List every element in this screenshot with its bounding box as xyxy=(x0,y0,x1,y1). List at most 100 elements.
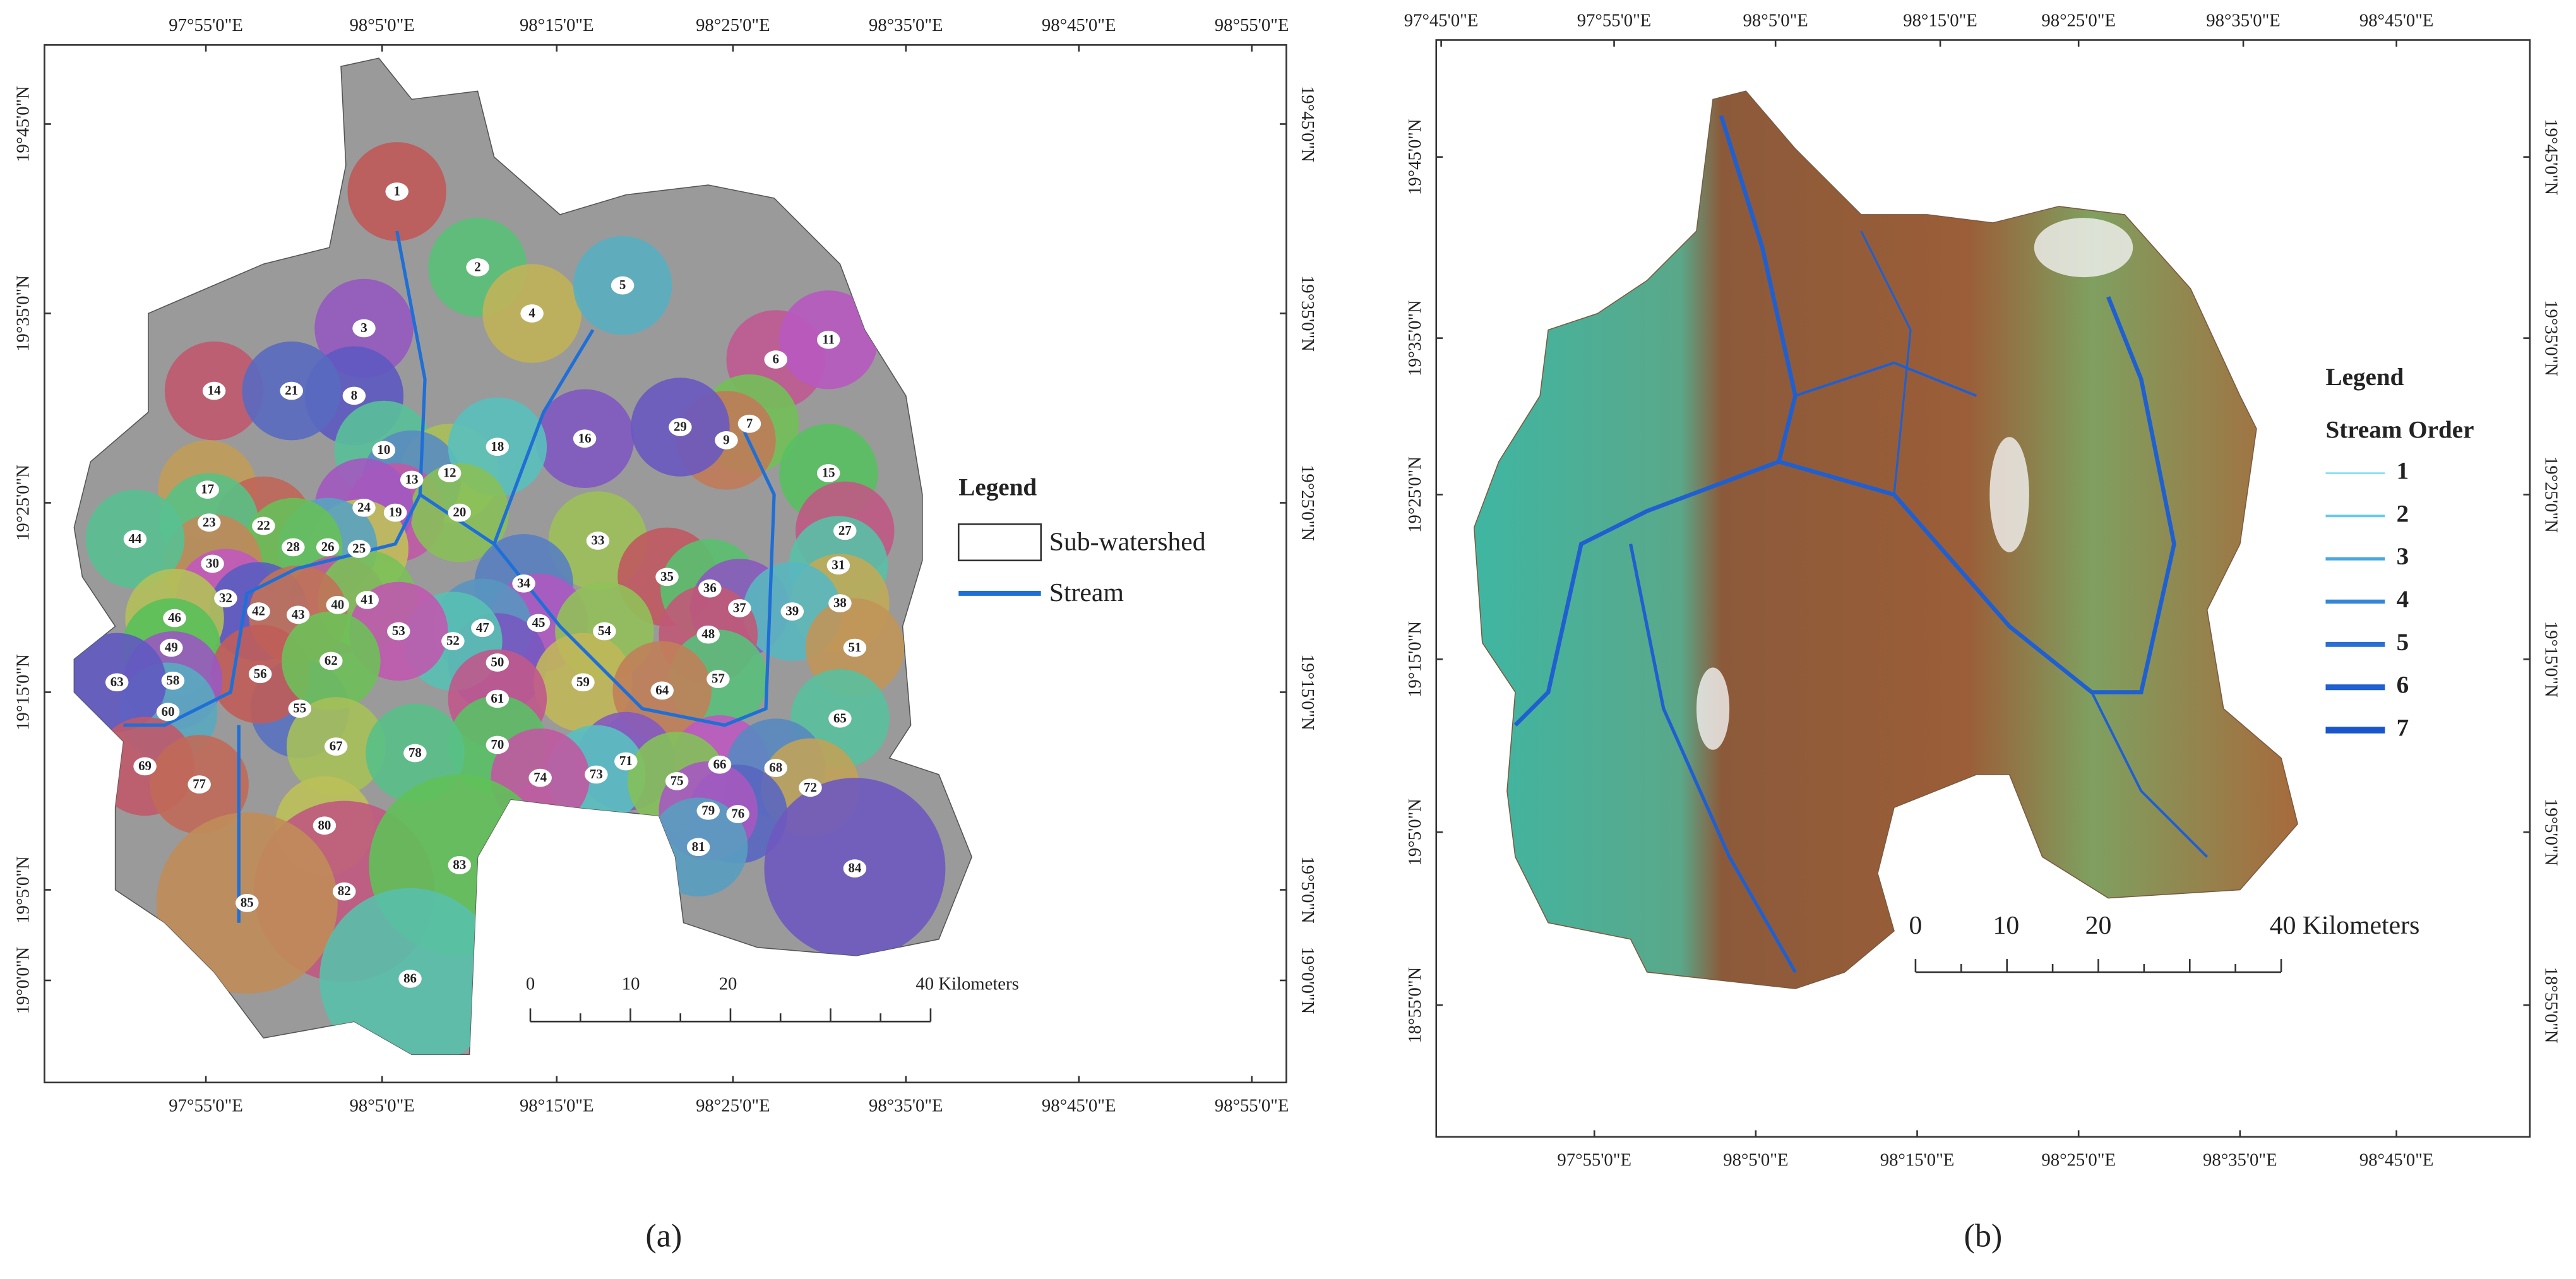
label-badge xyxy=(448,503,472,522)
label-badge xyxy=(324,737,348,756)
coordinate-label: 98°15'0"E xyxy=(1880,1150,1955,1170)
label-badge xyxy=(160,638,183,657)
label-badge xyxy=(438,464,462,482)
subwatershed-label: 26 xyxy=(321,539,335,554)
subwatershed-label: 25 xyxy=(352,541,366,556)
label-badge xyxy=(400,470,424,489)
label-badge xyxy=(448,856,472,874)
subwatershed-label: 85 xyxy=(241,895,254,910)
highland xyxy=(1696,667,1730,750)
label-badge xyxy=(698,579,722,598)
label-badge xyxy=(288,699,312,718)
subwatershed-label: 65 xyxy=(833,710,847,725)
subwatershed-label: 76 xyxy=(731,806,744,821)
coordinate-label: 98°15'0"E xyxy=(1903,10,1977,30)
subwatershed-label: 15 xyxy=(822,465,835,480)
stream xyxy=(419,431,776,727)
label-badge xyxy=(843,859,867,877)
label-badge xyxy=(696,801,720,820)
subwatershed-label: 1 xyxy=(393,184,400,199)
label-badge xyxy=(198,513,221,532)
label-badge xyxy=(486,653,510,672)
coordinate-label: 19°45'0"N xyxy=(2541,119,2561,195)
coordinate-label: 19°25'0"N xyxy=(13,465,33,541)
subwatershed-label: 71 xyxy=(619,753,633,768)
scale-label: 0 xyxy=(526,973,535,994)
coordinate-label: 98°25'0"E xyxy=(696,15,770,35)
coordinate-label: 98°35'0"E xyxy=(869,15,943,35)
label-badge xyxy=(737,414,761,433)
subwatershed-label: 23 xyxy=(203,515,216,530)
subwatershed-label: 18 xyxy=(491,439,504,454)
label-badge xyxy=(282,538,305,557)
label-badge xyxy=(650,681,674,700)
label-badge xyxy=(326,595,350,614)
stream xyxy=(123,230,427,727)
subwatershed-label: 19 xyxy=(389,504,402,520)
subwatershed-label: 33 xyxy=(592,533,605,548)
subwatershed-label: 56 xyxy=(254,666,267,681)
label-badge xyxy=(332,882,356,901)
coordinate-label: 98°55'0"E xyxy=(1215,15,1289,35)
subwatershed-label: 22 xyxy=(257,518,270,533)
caption: (b) xyxy=(1964,1218,2002,1254)
label-badge xyxy=(655,568,679,586)
subwatershed-label: 70 xyxy=(491,737,504,752)
coordinate-label: 19°45'0"N xyxy=(13,86,33,162)
label-badge xyxy=(527,614,551,633)
stream xyxy=(1778,296,2176,694)
label-badge xyxy=(387,622,410,641)
label-badge xyxy=(202,381,226,400)
coordinate-label: 19°5'0"N xyxy=(1405,799,1425,866)
subwatershed-label: 24 xyxy=(357,499,371,515)
coordinate-label: 97°55'0"E xyxy=(1557,1150,1631,1170)
coordinate-label: 98°5'0"E xyxy=(1723,1150,1788,1170)
legend-label: 7 xyxy=(2397,714,2409,741)
label-badge xyxy=(715,431,738,449)
label-badge xyxy=(385,182,408,201)
scale-label: 20 xyxy=(2085,911,2112,940)
subwatershed-label: 49 xyxy=(165,640,178,655)
label-badge xyxy=(816,464,840,482)
coordinate-label: 19°35'0"N xyxy=(1405,300,1425,376)
legend-label: 6 xyxy=(2397,672,2409,699)
label-badge xyxy=(201,554,224,573)
legend-label: Sub-watershed xyxy=(1049,527,1206,556)
coordinate-label: 98°45'0"E xyxy=(1042,15,1116,35)
subwatershed-label: 20 xyxy=(453,504,466,520)
label-badge xyxy=(123,530,147,549)
legend-title: Legend xyxy=(958,474,1037,501)
coordinate-label: 19°35'0"N xyxy=(13,275,33,352)
stream xyxy=(1629,544,1797,973)
subwatershed-label: 69 xyxy=(138,758,152,773)
subwatershed-label: 79 xyxy=(701,802,715,818)
scale-bars: 0 10 20 40 Kilometers 0 10 20 40 Kilometers xyxy=(526,911,2420,1023)
coordinate-label: 19°15'0"N xyxy=(13,654,33,730)
label-badge xyxy=(188,775,211,794)
subwatershed-label: 34 xyxy=(517,575,530,590)
coordinate-label: 97°55'0"E xyxy=(169,15,243,35)
label-badge xyxy=(586,532,610,550)
subwatershed-label: 77 xyxy=(193,776,206,792)
label-badge xyxy=(372,441,396,460)
subwatershed-label: 2 xyxy=(474,259,480,275)
coordinate-label: 97°55'0"E xyxy=(169,1095,243,1115)
highlands xyxy=(1696,218,2133,750)
label-badge xyxy=(347,540,371,558)
label-badge xyxy=(161,671,185,690)
scale-label: 40 Kilometers xyxy=(2270,911,2420,940)
subwatershed-label: 38 xyxy=(833,595,847,610)
subwatershed-label: 8 xyxy=(351,388,357,403)
coordinate-label: 98°55'0"E xyxy=(1215,1095,1289,1115)
coordinate-label: 98°25'0"E xyxy=(2041,10,2116,30)
legend-swatch xyxy=(957,523,1042,562)
label-badge xyxy=(707,670,730,688)
label-badge xyxy=(669,418,692,436)
stream xyxy=(492,329,595,545)
subwatershed-label: 78 xyxy=(408,745,422,760)
label-badge xyxy=(236,894,259,912)
label-badge xyxy=(573,429,597,448)
scale-label: 0 xyxy=(1909,911,1922,940)
coordinate-label: 19°15'0"N xyxy=(1297,654,1318,730)
